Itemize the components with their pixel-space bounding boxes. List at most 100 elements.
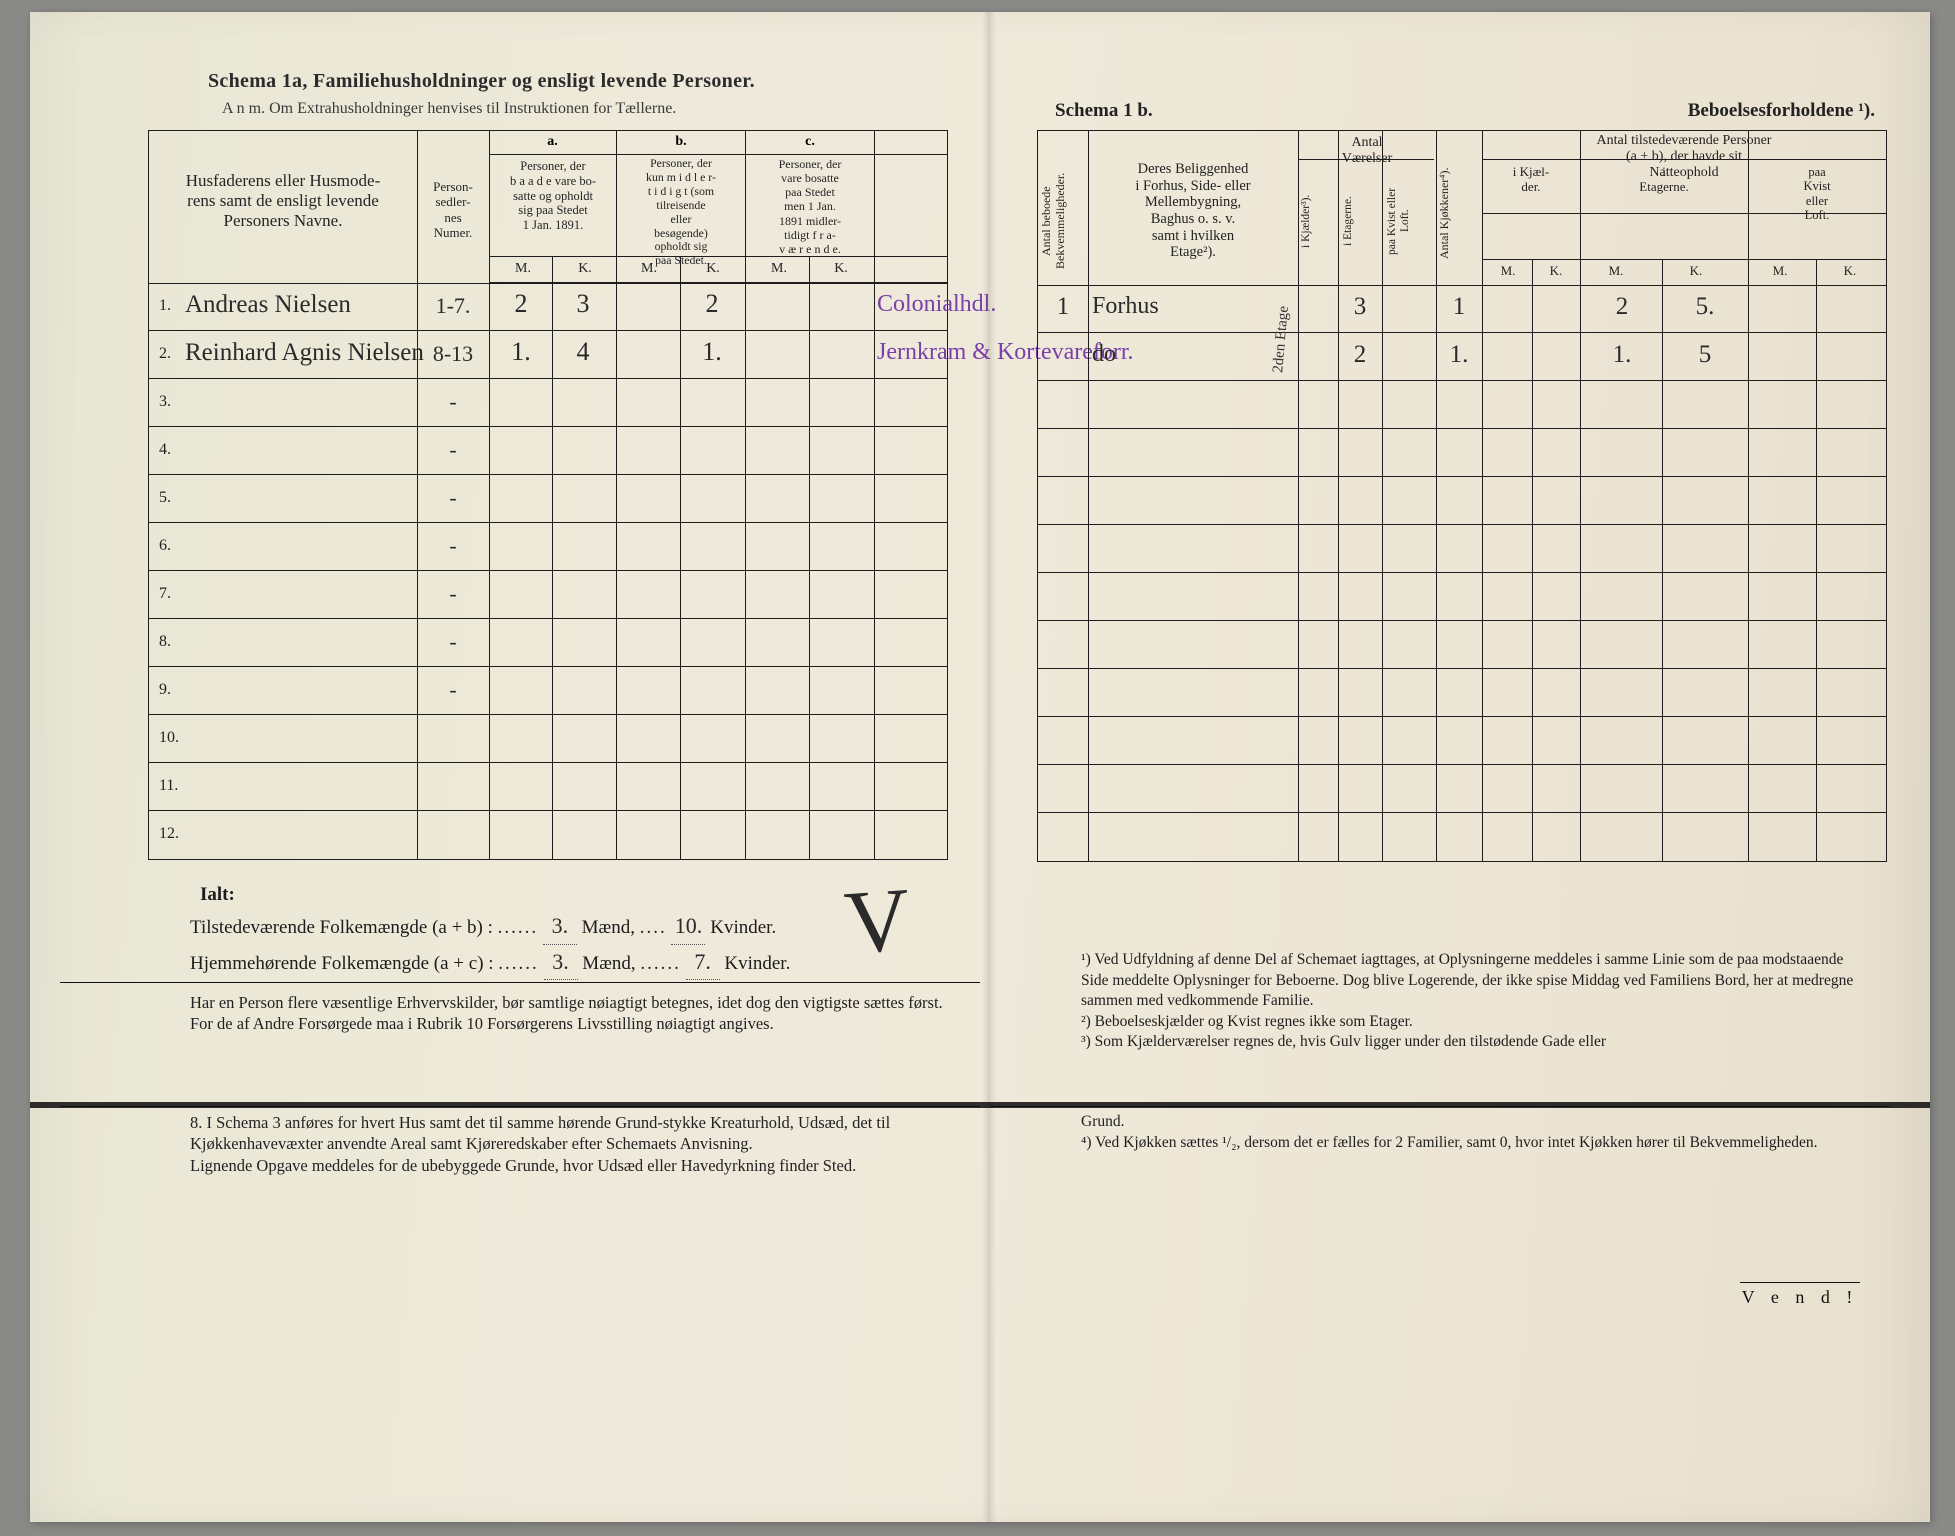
table-row: do21.1.5 <box>1038 333 1886 381</box>
hdr-k: K. <box>1674 263 1718 279</box>
hdr-a: Personer, der b a a d e vare bo- satte o… <box>493 159 613 233</box>
document-paper: Schema 1a, Familiehusholdninger og ensli… <box>30 12 1930 1522</box>
hdr-i-etagerne: i Etagerne. <box>1342 167 1380 275</box>
row-number: 2. <box>159 345 171 363</box>
row-number: 1. <box>159 297 171 315</box>
horizontal-rule <box>60 982 980 983</box>
tot2-m: 3. <box>544 945 578 980</box>
table-row: 10. <box>149 715 947 763</box>
hdr-k: K. <box>1828 263 1872 279</box>
tot1-end: Kvinder. <box>710 917 776 938</box>
table-row <box>1038 381 1886 429</box>
row-number: 4. <box>159 441 171 459</box>
tot1-m: 3. <box>543 909 577 944</box>
table-left: a. b. c. Husfaderens eller Husmode- rens… <box>148 130 948 860</box>
table-row <box>1038 813 1886 861</box>
cell-personsedler: - <box>421 485 485 511</box>
table-row: 11. <box>149 763 947 811</box>
row-number: 8. <box>159 633 171 651</box>
dots: ...... <box>498 953 539 974</box>
hdr-k: K. <box>1534 263 1578 279</box>
table-row: 5. - <box>149 475 947 523</box>
row-number: 7. <box>159 585 171 603</box>
tot2-k: 7. <box>686 945 720 980</box>
cell-kjokken: 1. <box>1438 341 1480 369</box>
table-row: 8. - <box>149 619 947 667</box>
cell-personsedler: - <box>421 533 485 559</box>
totals-line-1: Tilstedeværende Folkemængde (a + b) : ..… <box>190 909 790 944</box>
table-row: 6. - <box>149 523 947 571</box>
table-row <box>1038 717 1886 765</box>
cell-i-etagerne: 2 <box>1340 341 1380 369</box>
beboelsesforholdene-title: Beboelsesforholdene ¹). <box>1688 100 1875 122</box>
table-row <box>1038 429 1886 477</box>
hdr-nat-loft: paa Kvist eller Loft. <box>1750 165 1884 223</box>
cell-nat-et-k: 5 <box>1664 341 1746 369</box>
cell-personsedler: - <box>421 677 485 703</box>
horizontal-rule <box>60 1106 980 1107</box>
cell-personsedler: 8-13 <box>421 341 485 367</box>
totals-line-2: Hjemmehørende Folkemængde (a + c) : ....… <box>190 945 790 980</box>
table-right: Antal beboede Bekvemmeligheder. Deres Be… <box>1037 130 1887 862</box>
table-row: 7. - <box>149 571 947 619</box>
checkmark: V <box>841 868 913 975</box>
hdr-rule <box>1482 259 1886 260</box>
dots: .... <box>640 917 667 938</box>
hdr-nat-kjaelder: i Kjæl- der. <box>1484 165 1578 195</box>
cell-personsedler: - <box>421 437 485 463</box>
row-number: 6. <box>159 537 171 555</box>
hdr-m: M. <box>1594 263 1638 279</box>
cell-personsedler: - <box>421 629 485 655</box>
footnote-left-1: Har en Person flere væsentlige Erhvervsk… <box>190 992 950 1035</box>
hdr-b: Personer, der kun m i d l e r- t i d i g… <box>619 157 743 268</box>
cell-antal-beboede: 1 <box>1040 293 1086 321</box>
col-c-label: c. <box>747 134 873 150</box>
col-a-label: a. <box>489 134 616 150</box>
footnote-right-1: ¹) Ved Udfyldning af denne Del af Schema… <box>1081 950 1871 1053</box>
hdr-c: Personer, der vare bosatte paa Stedet me… <box>749 157 871 256</box>
table-row <box>1038 573 1886 621</box>
heading-right: Schema 1 b. Beboelsesforholdene ¹). <box>1055 100 1875 122</box>
hdr-m: M. <box>1758 263 1802 279</box>
row-number: 11. <box>159 777 178 795</box>
row-number: 12. <box>159 825 179 843</box>
tot1-mid: Mænd, <box>582 917 640 938</box>
heading-left: Schema 1a, Familiehusholdninger og ensli… <box>208 70 908 93</box>
table-row: 1Forhus2den Etage3125. <box>1038 285 1886 333</box>
schema-1a-title: Schema 1a, Familiehusholdninger og ensli… <box>208 70 755 92</box>
hdr-paa-kvist: paa Kvist eller Loft. <box>1386 167 1424 275</box>
cell-personsedler: - <box>421 389 485 415</box>
cell-nat-et-k: 5. <box>1664 293 1746 321</box>
horizontal-rule <box>990 1106 1890 1107</box>
cell-nat-et-m: 1. <box>1584 341 1660 369</box>
table-left-body: 1.Andreas Nielsen1-7.232Colonialhdl. 2. Re… <box>149 283 947 859</box>
right-page: Schema 1 b. Beboelsesforholdene ¹). Anta… <box>985 12 1930 1522</box>
left-page: Schema 1a, Familiehusholdninger og ensli… <box>30 12 985 1522</box>
dots: ...... <box>640 953 681 974</box>
tot2-label: Hjemmehørende Folkemængde (a + c) : <box>190 953 498 974</box>
row-number: 9. <box>159 681 171 699</box>
cell-b-k: 1. <box>683 337 741 367</box>
vend-label: V e n d ! <box>1740 1282 1860 1308</box>
cell-personsedler: - <box>421 581 485 607</box>
hdr-antal-vaerelser: Antal Værelser <box>1300 135 1434 167</box>
tot2-end: Kvinder. <box>724 953 790 974</box>
cell-a-m: 2 <box>493 289 549 319</box>
table-row: 3.- <box>149 379 947 427</box>
hdr-nat-etagerne: i Etagerne. <box>1582 165 1746 195</box>
table-row <box>1038 621 1886 669</box>
hdr-m: M. <box>1486 263 1530 279</box>
table-row <box>1038 477 1886 525</box>
hdr-i-kjaelder: i Kjælder³). <box>1300 167 1338 275</box>
hdr-antal-beboede: Antal beboede Bekvemmeligheder. <box>1040 171 1086 271</box>
cell-name: Reinhard Agnis Nielsen <box>185 339 413 367</box>
cell-beliggenhed: do <box>1092 341 1292 368</box>
cell-i-etagerne: 3 <box>1340 293 1380 321</box>
table-row <box>1038 765 1886 813</box>
hdr-k: K. <box>811 261 871 277</box>
table-row: 1.Andreas Nielsen1-7.232Colonialhdl. <box>149 283 947 331</box>
hdr-m: M. <box>493 261 553 277</box>
row-number: 5. <box>159 489 171 507</box>
table-right-body: 1Forhus2den Etage3125.do21.1.5 <box>1038 285 1886 861</box>
footnote-left-2: 8. I Schema 3 anføres for hvert Hus samt… <box>190 1112 950 1176</box>
